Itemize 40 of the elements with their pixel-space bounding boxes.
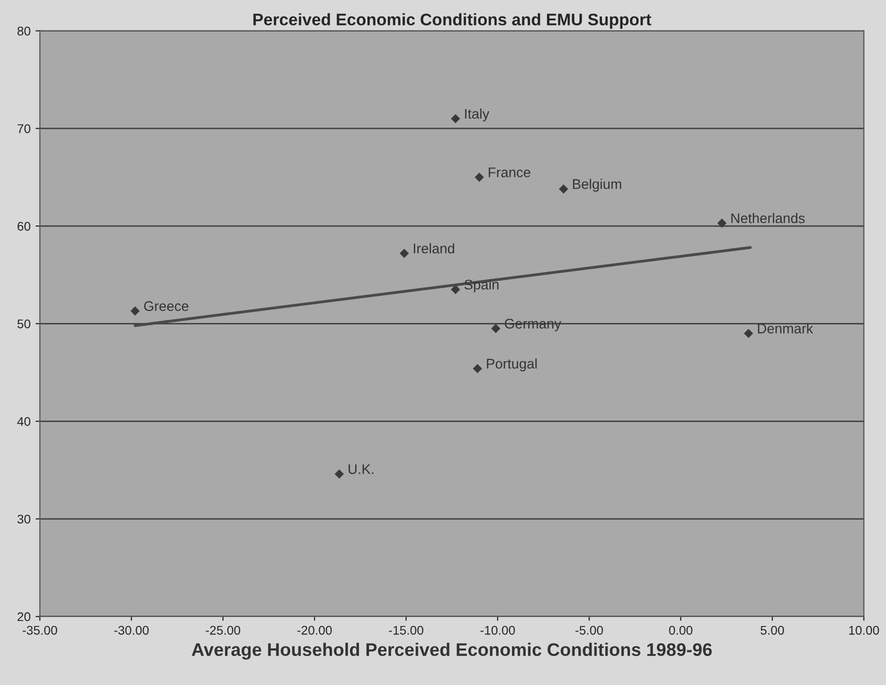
- point: [334, 469, 344, 479]
- annotation: U.K.: [348, 464, 374, 474]
- x-tick-label: 0.00: [669, 626, 692, 635]
- annotation: Belgium: [573, 178, 622, 192]
- point: [450, 284, 460, 294]
- y-tick-label: 70: [18, 124, 30, 134]
- point: [474, 172, 484, 182]
- x-tick-label: 5.00: [760, 626, 784, 635]
- annotation: Greece: [144, 301, 188, 312]
- y-tick-label: 40: [17, 417, 30, 426]
- point: [472, 364, 482, 374]
- annotation: Spain: [464, 279, 498, 292]
- x-tick-label: -20.00: [297, 626, 332, 635]
- y-tick-label: 50: [17, 319, 30, 328]
- annotation: Portugal: [486, 358, 537, 372]
- annotation: France: [488, 168, 530, 178]
- x-tick-label: -15.00: [388, 626, 424, 635]
- x-tick-label: -35.00: [22, 626, 58, 635]
- y-tick-label: 20: [18, 612, 30, 622]
- x-tick-label: -5.00: [576, 626, 603, 635]
- annotation: Denmark: [758, 323, 814, 334]
- x-tick-label: -10.00: [480, 626, 515, 635]
- annotation: Italy: [465, 108, 490, 122]
- x-tick-label: -25.00: [206, 626, 240, 635]
- y-tick-label: 80: [17, 26, 30, 36]
- x-tick-label: -30.00: [114, 626, 149, 635]
- point: [558, 184, 568, 194]
- y-tick-label: 30: [17, 514, 30, 524]
- point: [744, 328, 754, 338]
- annotation: Ireland: [414, 243, 454, 254]
- point: [491, 324, 500, 334]
- point: [400, 248, 409, 258]
- point: [450, 114, 460, 124]
- x-axis-title: Average Household Perceived Economic Conditions 1989-96: [192, 642, 712, 660]
- annotation: Netherlands: [731, 212, 805, 224]
- x-tick-label: 10.00: [849, 626, 880, 635]
- y-tick-label: 60: [18, 222, 30, 231]
- chart-title: Perceived Economic Conditions and EMU Support: [253, 13, 652, 29]
- point: [717, 218, 727, 228]
- point: [130, 306, 140, 316]
